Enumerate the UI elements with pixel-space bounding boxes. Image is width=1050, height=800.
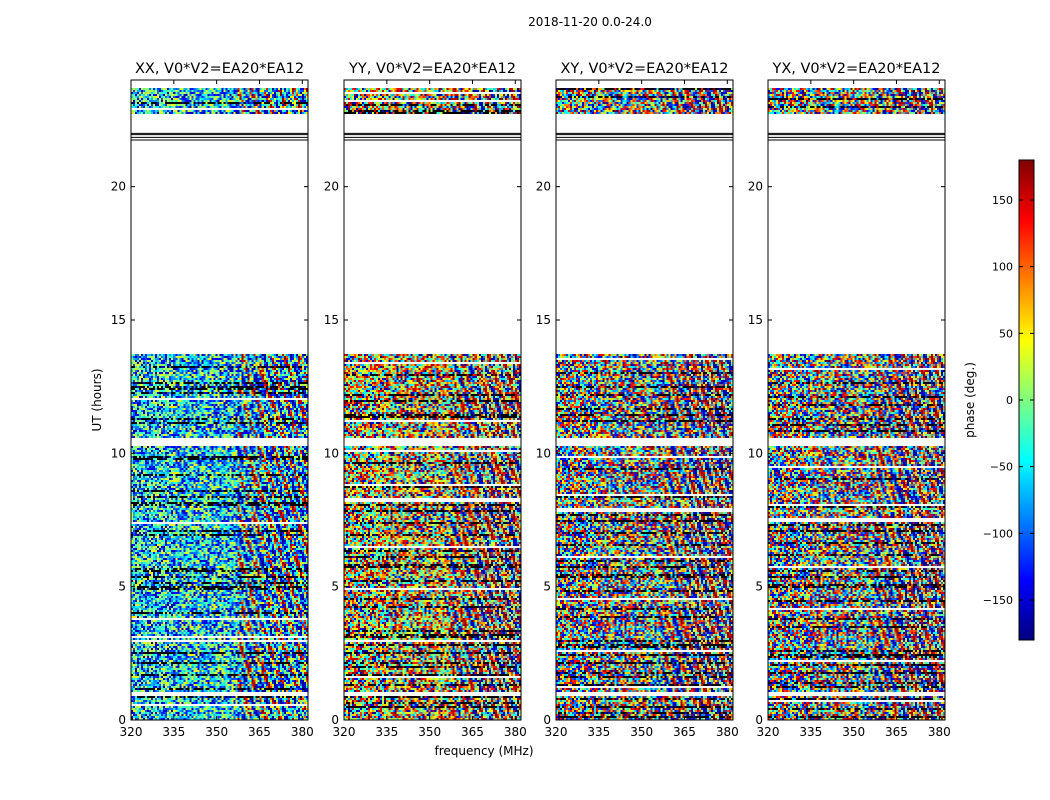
x-tick-label: 365 bbox=[461, 725, 484, 739]
x-axis-label: frequency (MHz) bbox=[434, 744, 533, 758]
y-tick-label: 10 bbox=[111, 446, 126, 460]
x-tick-label: 320 bbox=[333, 725, 356, 739]
heatmap-xy bbox=[556, 80, 733, 720]
heatmap-yy bbox=[344, 80, 521, 720]
x-tick-label: 335 bbox=[375, 725, 398, 739]
y-tick-label: 15 bbox=[324, 313, 339, 327]
x-tick-label: 380 bbox=[928, 725, 951, 739]
y-tick-label: 5 bbox=[118, 580, 126, 594]
heatmap-xx bbox=[131, 80, 308, 720]
x-tick-label: 320 bbox=[545, 725, 568, 739]
y-tick-label: 20 bbox=[111, 180, 126, 194]
y-tick-label: 0 bbox=[755, 713, 763, 727]
panel-frame bbox=[130, 79, 309, 721]
panel-frame bbox=[343, 79, 522, 721]
x-tick-label: 365 bbox=[673, 725, 696, 739]
colorbar-tick-label: 0 bbox=[1006, 394, 1013, 407]
panel-frame bbox=[555, 79, 734, 721]
panel-title: XY, V0*V2=EA20*EA12 bbox=[560, 61, 728, 77]
colorbar-tick-label: 100 bbox=[992, 261, 1013, 274]
y-tick-label: 20 bbox=[748, 180, 763, 194]
panel-xy: XY, V0*V2=EA20*EA12 0 5 10 15 20 320 335 350 365 3… bbox=[536, 61, 739, 739]
colorbar: −150 −100 −50 0 50 100 150 phase (deg.) bbox=[963, 159, 1035, 641]
y-tick-label: 20 bbox=[536, 180, 551, 194]
x-tick-label: 365 bbox=[885, 725, 908, 739]
y-tick-label: 0 bbox=[331, 713, 339, 727]
x-tick-label: 380 bbox=[716, 725, 739, 739]
y-tick-label: 15 bbox=[111, 313, 126, 327]
y-tick-label: 5 bbox=[755, 580, 763, 594]
panels: XX, V0*V2=EA20*EA12 0 5 10 15 20 320 335 350 365 3… bbox=[111, 61, 951, 739]
y-tick-label: 5 bbox=[543, 580, 551, 594]
colorbar-tick-label: −150 bbox=[983, 594, 1013, 607]
x-tick-label: 380 bbox=[504, 725, 527, 739]
heatmap-yx bbox=[768, 80, 945, 720]
y-tick-label: 10 bbox=[324, 446, 339, 460]
panel-yx: YX, V0*V2=EA20*EA12 0 5 10 15 20 320 335 350 365 3… bbox=[748, 61, 951, 739]
panel-title: YX, V0*V2=EA20*EA12 bbox=[771, 61, 940, 77]
y-tick-label: 15 bbox=[536, 313, 551, 327]
panel-title: XX, V0*V2=EA20*EA12 bbox=[135, 61, 304, 77]
panel-xx: XX, V0*V2=EA20*EA12 0 5 10 15 20 320 335 350 365 3… bbox=[111, 61, 314, 739]
x-tick-label: 335 bbox=[162, 725, 185, 739]
colorbar-tick-label: −50 bbox=[990, 461, 1013, 474]
y-tick-label: 10 bbox=[748, 446, 763, 460]
y-tick-label: 20 bbox=[324, 180, 339, 194]
x-tick-label: 350 bbox=[205, 725, 228, 739]
y-tick-label: 0 bbox=[543, 713, 551, 727]
colorbar-tick-label: 50 bbox=[999, 327, 1013, 340]
x-tick-label: 350 bbox=[842, 725, 865, 739]
panel-frame bbox=[767, 79, 946, 721]
x-tick-label: 350 bbox=[630, 725, 653, 739]
panel-yy: YY, V0*V2=EA20*EA12 0 5 10 15 20 320 335 350 365 3… bbox=[324, 61, 527, 739]
colorbar-tick-label: −100 bbox=[983, 527, 1013, 540]
x-tick-label: 335 bbox=[587, 725, 610, 739]
x-tick-label: 320 bbox=[120, 725, 143, 739]
x-tick-label: 365 bbox=[248, 725, 271, 739]
x-tick-label: 350 bbox=[418, 725, 441, 739]
y-tick-label: 5 bbox=[331, 580, 339, 594]
x-tick-label: 335 bbox=[799, 725, 822, 739]
x-tick-label: 380 bbox=[291, 725, 314, 739]
y-tick-label: 10 bbox=[536, 446, 551, 460]
panel-title: YY, V0*V2=EA20*EA12 bbox=[348, 61, 516, 77]
y-tick-label: 0 bbox=[118, 713, 126, 727]
colorbar-tick-label: 150 bbox=[992, 194, 1013, 207]
figure-title: 2018-11-20 0.0-24.0 bbox=[528, 15, 652, 29]
colorbar-label: phase (deg.) bbox=[963, 362, 977, 438]
y-axis-label: UT (hours) bbox=[90, 368, 104, 431]
y-tick-label: 15 bbox=[748, 313, 763, 327]
x-tick-label: 320 bbox=[757, 725, 780, 739]
